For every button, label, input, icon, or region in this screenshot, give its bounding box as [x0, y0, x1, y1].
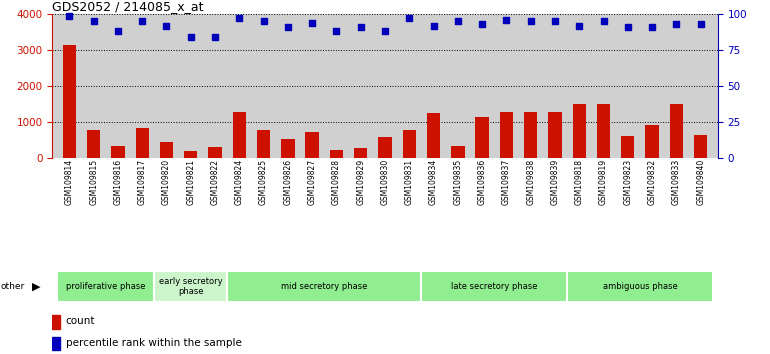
FancyBboxPatch shape [567, 272, 713, 302]
Bar [111, 147, 125, 158]
Point [621, 24, 634, 30]
Bar [645, 125, 659, 158]
Point [379, 29, 391, 34]
Bar [354, 148, 367, 158]
Bar [52, 337, 60, 350]
Point [646, 24, 658, 30]
Bar [597, 104, 610, 158]
Point [452, 18, 464, 24]
Point [670, 21, 682, 27]
Bar [330, 150, 343, 158]
Bar [160, 142, 173, 158]
Text: count: count [65, 316, 95, 326]
Bar [281, 139, 295, 158]
Bar [62, 45, 76, 158]
Bar [209, 147, 222, 158]
Point [257, 18, 270, 24]
Point [112, 29, 124, 34]
Text: late secretory phase: late secretory phase [451, 282, 537, 291]
Text: ambiguous phase: ambiguous phase [603, 282, 678, 291]
Point [160, 23, 172, 28]
Bar [451, 146, 464, 158]
Bar [524, 112, 537, 158]
Text: percentile rank within the sample: percentile rank within the sample [65, 338, 242, 348]
Bar [475, 118, 489, 158]
Bar [306, 132, 319, 158]
Text: mid secretory phase: mid secretory phase [281, 282, 367, 291]
Bar [427, 113, 440, 158]
Point [476, 21, 488, 27]
Bar [621, 136, 634, 158]
Point [63, 13, 75, 18]
Point [573, 23, 585, 28]
Point [549, 18, 561, 24]
Bar [548, 112, 561, 158]
FancyBboxPatch shape [57, 272, 154, 302]
Bar [403, 130, 416, 158]
Bar [257, 130, 270, 158]
Text: other: other [1, 282, 25, 291]
Point [330, 29, 343, 34]
FancyBboxPatch shape [421, 272, 567, 302]
Point [233, 16, 246, 21]
Bar [136, 128, 149, 158]
Bar [500, 112, 513, 158]
Point [427, 23, 440, 28]
FancyBboxPatch shape [154, 272, 227, 302]
Bar [52, 315, 60, 329]
Bar [694, 135, 708, 158]
Text: GDS2052 / 214085_x_at: GDS2052 / 214085_x_at [52, 0, 204, 13]
Point [209, 34, 221, 40]
Bar [378, 137, 392, 158]
Point [136, 18, 149, 24]
Point [88, 18, 100, 24]
Point [354, 24, 367, 30]
Bar [87, 130, 100, 158]
Bar [670, 104, 683, 158]
Point [500, 17, 513, 23]
Point [282, 24, 294, 30]
Point [598, 18, 610, 24]
Point [403, 16, 416, 21]
FancyBboxPatch shape [227, 272, 421, 302]
Bar [573, 104, 586, 158]
Text: ▶: ▶ [32, 282, 41, 292]
Bar [184, 151, 197, 158]
Text: proliferative phase: proliferative phase [66, 282, 146, 291]
Point [695, 21, 707, 27]
Point [524, 18, 537, 24]
Text: early secretory
phase: early secretory phase [159, 277, 223, 296]
Point [185, 34, 197, 40]
Point [306, 20, 318, 25]
Bar [233, 112, 246, 158]
